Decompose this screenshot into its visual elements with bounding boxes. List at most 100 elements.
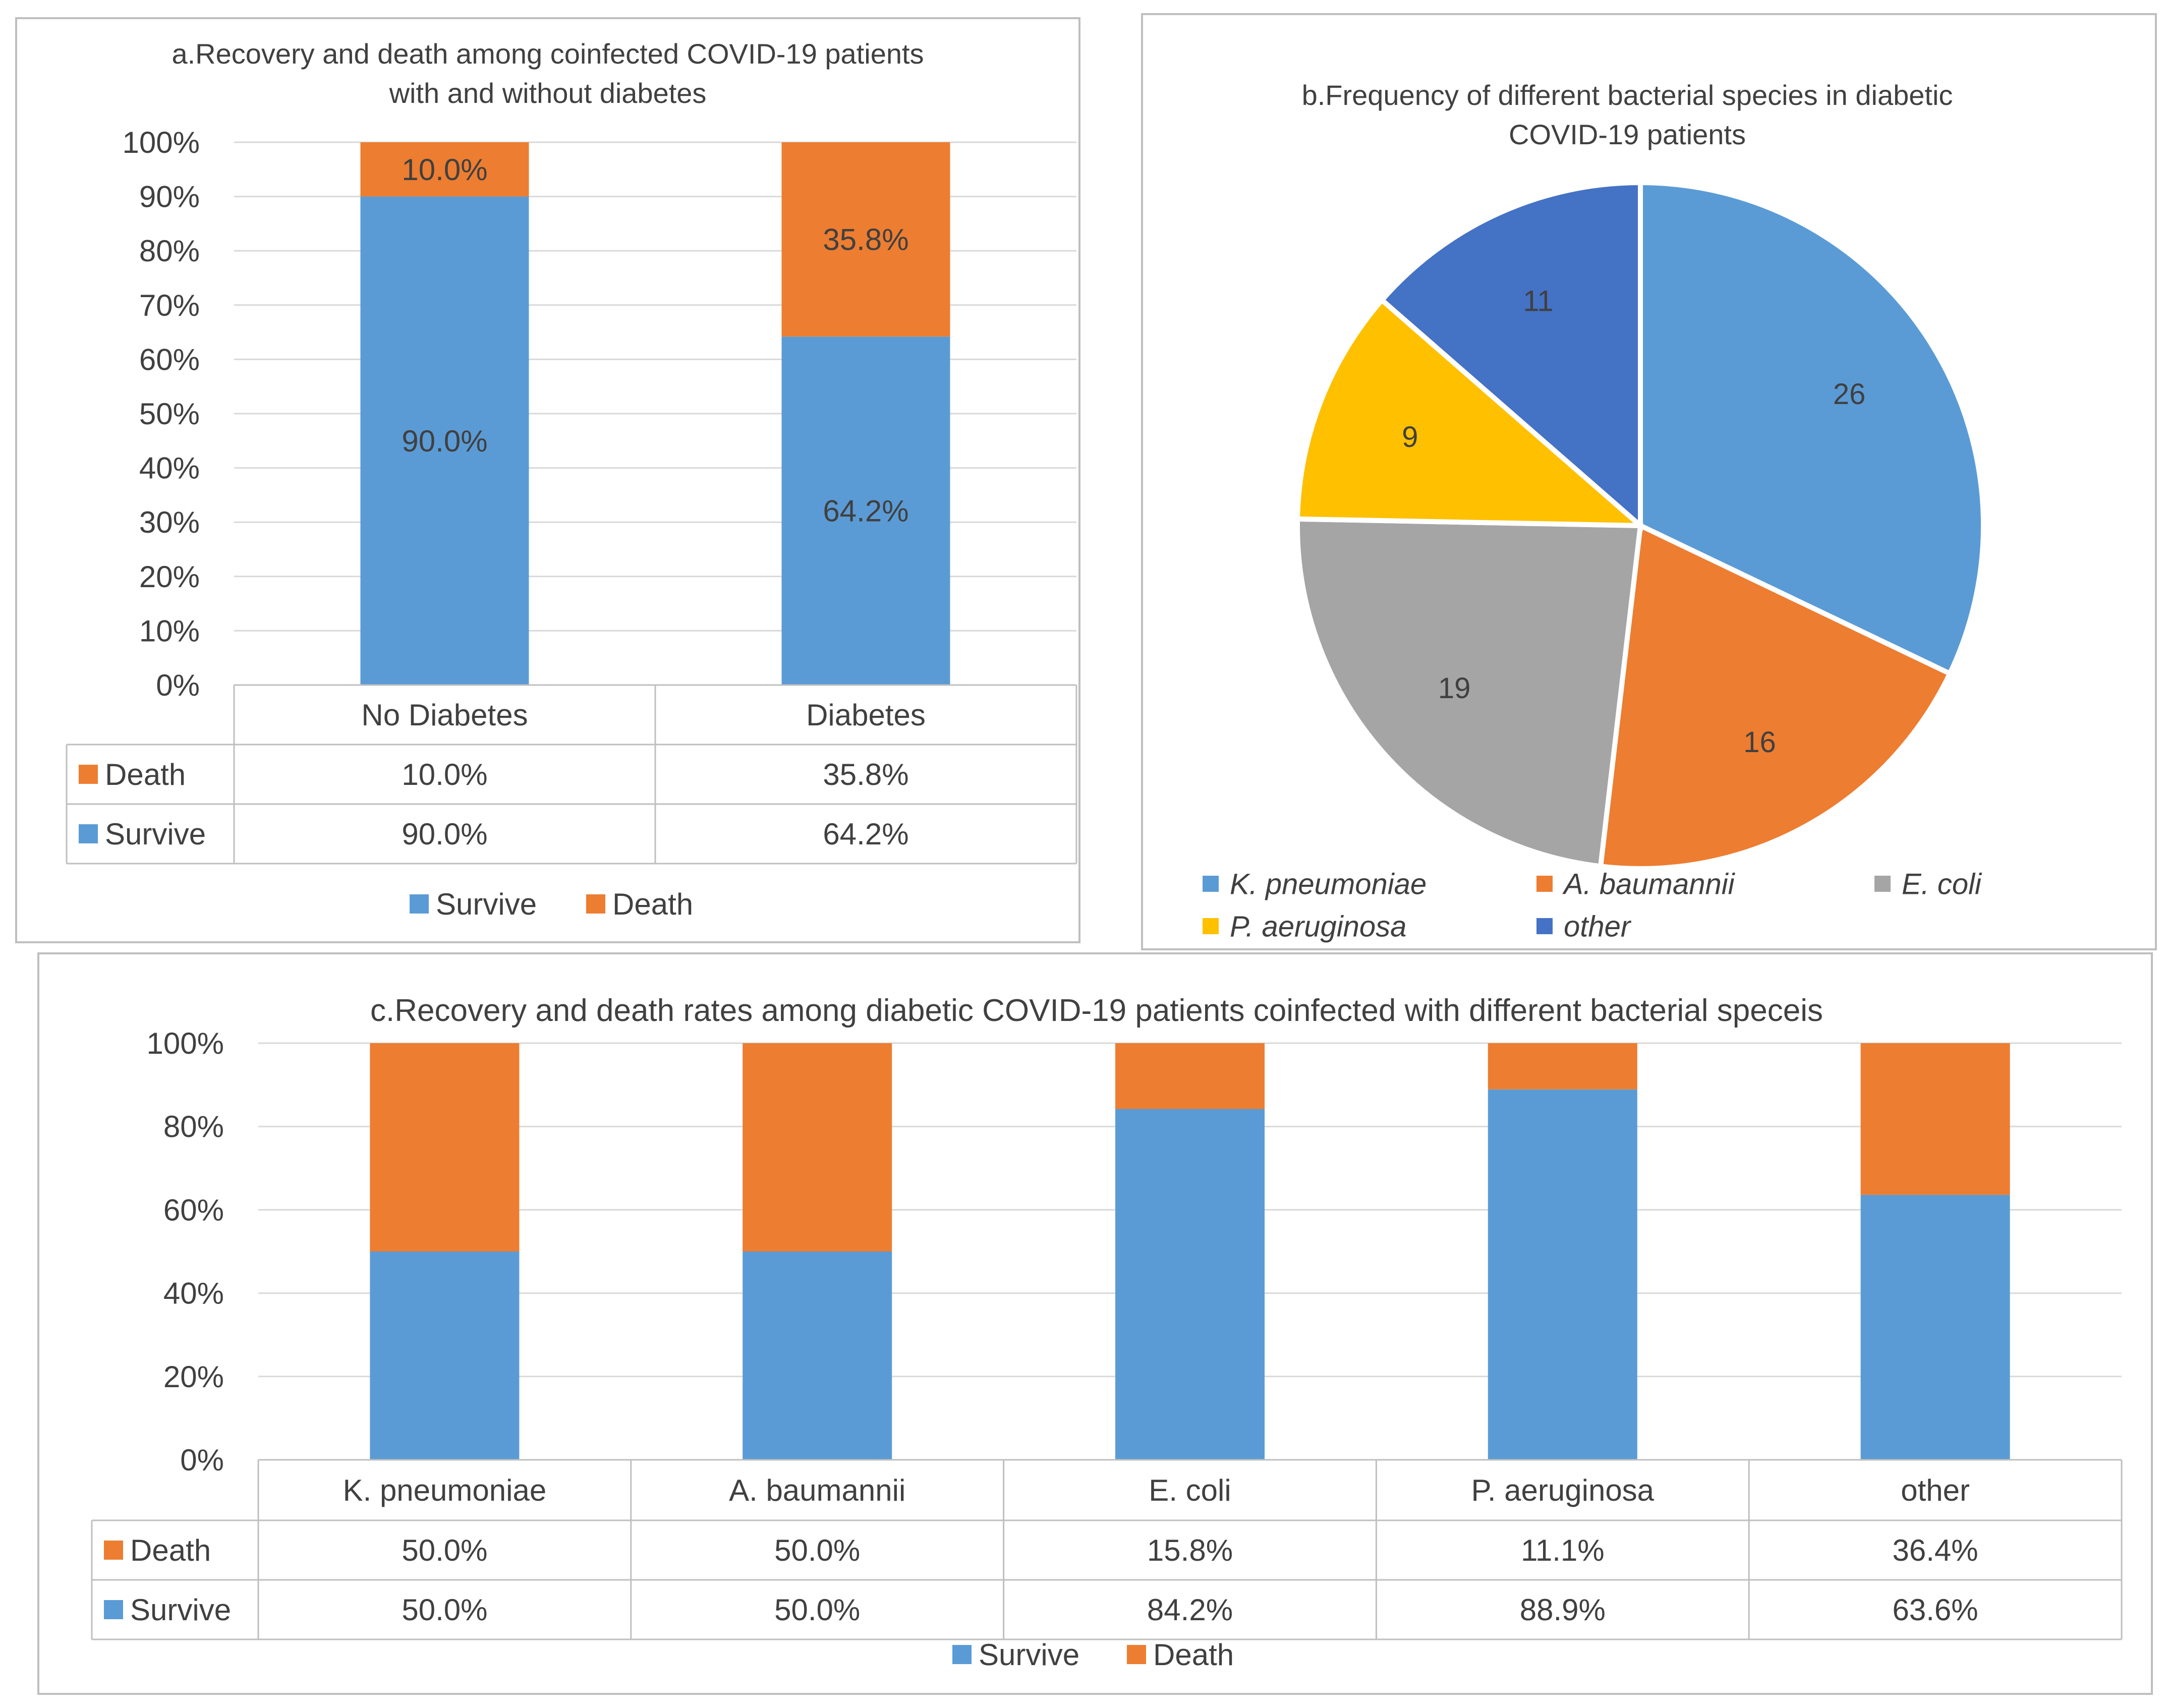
legend-label: K. pneumoniae <box>1230 868 1427 900</box>
chart-a-title-line2: with and without diabetes <box>389 77 707 109</box>
chart-c: 0% 20% 40% 60% 80% 100% K. pneumoniae A. bauman… <box>91 1027 2123 1672</box>
y-tick-label: 100% <box>147 1027 224 1060</box>
panel-c-frame <box>37 952 2153 1695</box>
table-row-label: Survive <box>105 817 206 851</box>
category-label: A. baumannii <box>729 1473 905 1507</box>
legend-key-survive <box>952 1645 972 1664</box>
pie-data-label: 19 <box>1438 672 1471 705</box>
bar-survive-1 <box>743 1251 892 1460</box>
y-tick-label: 30% <box>139 505 200 539</box>
table-legend-key-death <box>104 1541 123 1560</box>
pie-slice-3 <box>1295 296 1647 529</box>
legend-label: A. baumannii <box>1562 868 1736 900</box>
bar-survive-2 <box>1115 1109 1265 1460</box>
table-legend-key-death <box>79 765 98 784</box>
category-label: No Diabetes <box>361 698 528 732</box>
legend-label: P. aeruginosa <box>1230 910 1406 943</box>
legend-label: other <box>1564 910 1632 943</box>
legend-key-death <box>1127 1645 1146 1664</box>
table-row-label: Survive <box>130 1593 231 1627</box>
chart-b-title-line2: COVID-19 patients <box>1509 119 1746 150</box>
table-cell: 50.0% <box>774 1593 860 1627</box>
legend-label: E. coli <box>1902 868 1982 900</box>
legend-label: Survive <box>979 1638 1079 1672</box>
y-tick-label: 60% <box>139 343 200 376</box>
pie-data-label: 26 <box>1833 378 1866 411</box>
bar-death-0 <box>360 142 529 197</box>
y-tick-label: 20% <box>139 560 200 594</box>
legend-key-death <box>586 894 605 914</box>
table-cell: 88.9% <box>1520 1593 1606 1627</box>
legend-key-1 <box>1536 876 1553 892</box>
bar-survive-0 <box>360 196 529 686</box>
legend-key-0 <box>1203 876 1219 892</box>
y-tick-label: 90% <box>139 180 200 214</box>
table-cell: 84.2% <box>1147 1593 1233 1627</box>
bar-death-4 <box>1860 1043 2010 1195</box>
legend-key-2 <box>1874 876 1891 892</box>
bar-death-0 <box>370 1043 520 1251</box>
pie-data-label: 11 <box>1523 285 1553 318</box>
y-tick-label: 40% <box>139 451 200 485</box>
pie-slice-2 <box>1295 516 1643 869</box>
table-cell: 35.8% <box>823 758 908 791</box>
y-tick-label: 70% <box>139 289 200 322</box>
chart-c-title: c.Recovery and death rates among diabeti… <box>370 993 1823 1028</box>
y-tick-label: 10% <box>139 614 200 648</box>
pie-slice-1 <box>1598 522 1954 871</box>
category-label: other <box>1901 1473 1970 1507</box>
y-tick-label: 80% <box>163 1110 224 1144</box>
category-label: E. coli <box>1149 1473 1231 1507</box>
table-cell: 64.2% <box>823 817 908 851</box>
pie-slice-4 <box>1378 180 1643 531</box>
y-tick-label: 40% <box>163 1277 224 1311</box>
y-tick-label: 100% <box>123 126 200 159</box>
bar-death-3 <box>1488 1043 1637 1090</box>
chart-a: 0% 10% 20% 30% 40% 50% 60% 70% 80% 90% 100% 90.0% 10… <box>66 126 1077 921</box>
legend-label: Survive <box>436 887 537 921</box>
data-label-survive: 90.0% <box>402 424 487 458</box>
table-row-label: Death <box>105 758 186 791</box>
table-cell: 50.0% <box>402 1593 487 1627</box>
y-tick-label: 0% <box>156 668 200 702</box>
pie-data-label: 16 <box>1743 726 1776 759</box>
table-cell: 11.1% <box>1521 1533 1605 1567</box>
y-tick-label: 80% <box>139 234 200 268</box>
table-cell: 36.4% <box>1893 1533 1978 1567</box>
bar-survive-0 <box>370 1251 520 1460</box>
y-tick-label: 50% <box>139 397 200 431</box>
legend-label: Death <box>612 887 693 921</box>
y-tick-label: 0% <box>180 1443 224 1477</box>
bar-survive-1 <box>781 336 950 685</box>
y-tick-label: 20% <box>163 1360 224 1394</box>
table-legend-key-survive <box>79 824 98 843</box>
table-legend-key-survive <box>104 1600 123 1619</box>
pie-slice-0 <box>1638 180 1986 677</box>
table-cell: 50.0% <box>402 1533 487 1567</box>
category-label: Diabetes <box>806 698 926 732</box>
legend-key-3 <box>1203 918 1219 934</box>
bar-death-2 <box>1115 1043 1265 1109</box>
table-cell: 90.0% <box>402 817 487 851</box>
table-row-label: Death <box>130 1533 211 1567</box>
category-label: P. aeruginosa <box>1471 1473 1655 1507</box>
table-cell: 15.8% <box>1147 1533 1233 1567</box>
data-label-death: 10.0% <box>402 153 487 187</box>
bar-survive-3 <box>1488 1089 1637 1460</box>
category-label: K. pneumoniae <box>343 1473 547 1507</box>
bar-death-1 <box>781 142 950 337</box>
bar-survive-4 <box>1860 1194 2010 1460</box>
data-label-survive: 64.2% <box>823 494 908 528</box>
legend-label: Death <box>1153 1638 1234 1672</box>
pie-data-label: 9 <box>1402 421 1418 453</box>
chart-b-title-line1: b.Frequency of different bacterial speci… <box>1302 79 1953 111</box>
data-label-death: 35.8% <box>823 223 908 257</box>
table-cell: 63.6% <box>1893 1593 1978 1627</box>
chart-b: 26 16 19 9 11 K. pneumoniae A. baumannii E. col… <box>1203 180 1986 943</box>
bar-death-1 <box>743 1043 892 1251</box>
legend-key-4 <box>1536 918 1553 934</box>
y-tick-label: 60% <box>163 1193 224 1227</box>
chart-a-title-line1: a.Recovery and death among coinfected CO… <box>172 38 924 70</box>
table-cell: 10.0% <box>402 758 487 791</box>
